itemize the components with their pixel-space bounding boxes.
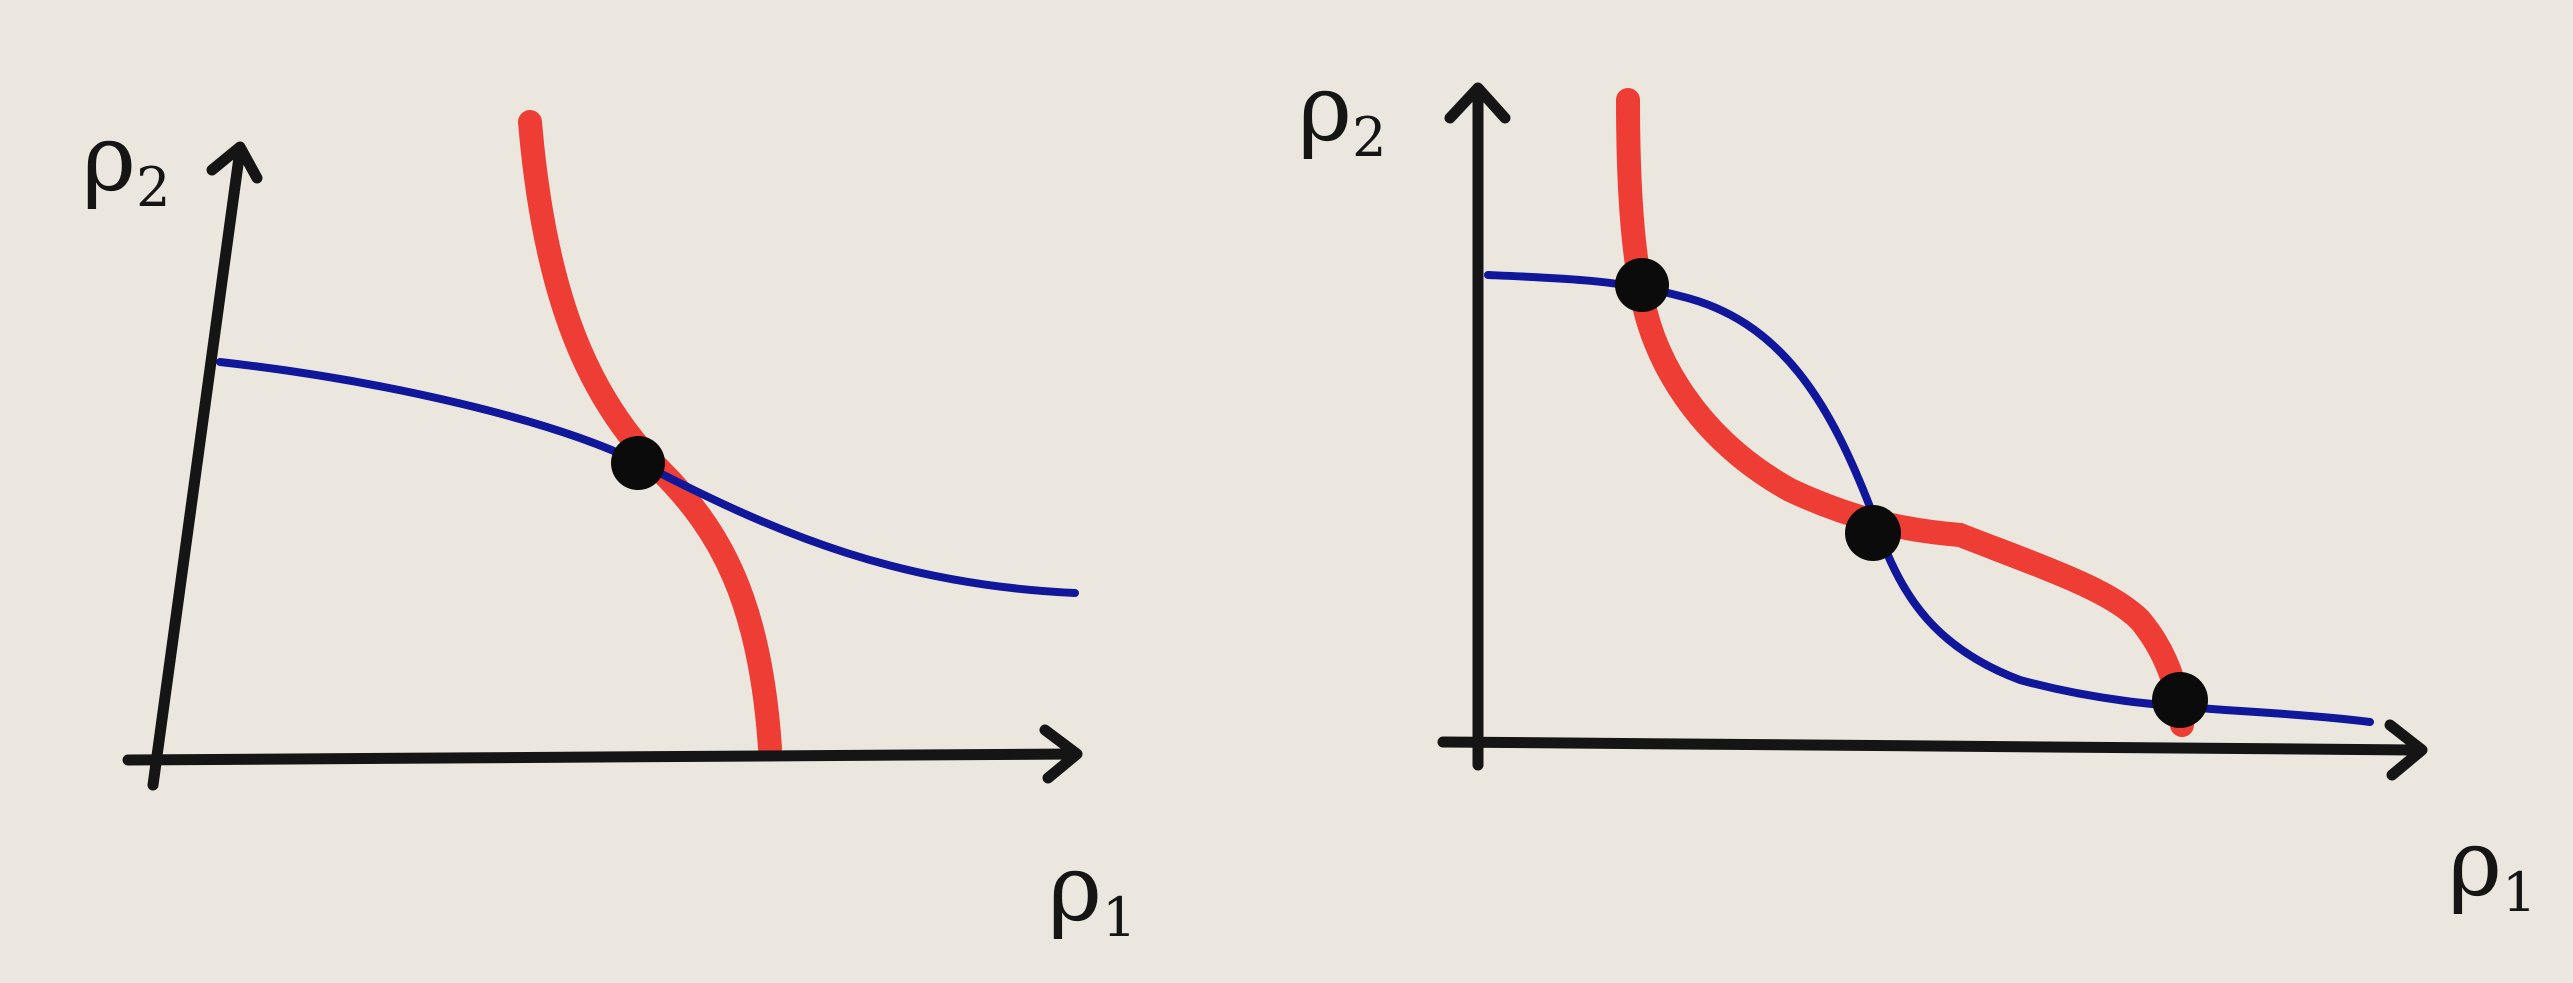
right-red-curve — [1616, 88, 2194, 737]
right-y-axis-arrowhead — [1444, 82, 1511, 124]
right-intersection-point-3 — [2152, 672, 2208, 728]
left-y-axis — [147, 144, 246, 791]
left-y-axis-arrowhead — [206, 141, 263, 184]
right-intersection-point-1 — [1615, 258, 1669, 312]
right-y-axis-label: ρ2 — [1298, 55, 1386, 169]
right-x-axis-arrowhead — [2384, 719, 2428, 781]
right-blue-curve — [1484, 271, 2374, 726]
right-panel: ρ2 ρ1 — [1298, 55, 2536, 924]
left-x-axis — [122, 748, 1081, 766]
left-intersection-point — [611, 436, 665, 490]
left-y-axis-label: ρ2 — [82, 105, 170, 219]
left-x-axis-label: ρ1 — [1048, 835, 1136, 949]
right-x-axis — [1437, 736, 2426, 756]
left-x-axis-arrowhead — [1039, 724, 1083, 784]
left-panel: ρ2 ρ1 — [82, 105, 1136, 949]
right-x-axis-label: ρ1 — [2448, 810, 2536, 924]
right-intersection-point-2 — [1845, 505, 1901, 561]
